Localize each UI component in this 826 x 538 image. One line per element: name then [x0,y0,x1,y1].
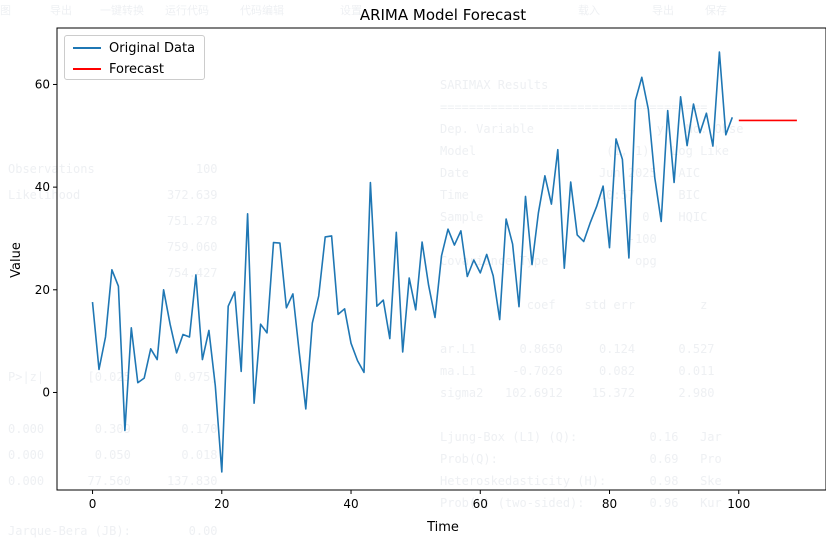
y-tick-label: 60 [35,77,50,91]
x-tick-label: 100 [727,497,750,511]
y-axis-ticks: 0 20 40 60 [35,77,57,399]
legend-swatch-original [73,47,101,49]
y-tick-label: 0 [42,385,50,399]
chart-title: ARIMA Model Forecast [360,6,526,24]
y-tick-label: 40 [35,180,50,194]
legend-label-forecast: Forecast [109,61,165,77]
y-tick-label: 20 [35,283,50,297]
y-axis-label: Value [9,242,24,278]
x-tick-label: 0 [89,497,97,511]
legend-item-original: Original Data [73,39,195,57]
x-tick-label: 80 [602,497,617,511]
x-tick-label: 40 [343,497,358,511]
x-tick-label: 20 [214,497,229,511]
x-axis-label: Time [426,520,459,535]
series-layer [91,51,797,473]
series-line-original-data [91,51,734,473]
x-axis-ticks: 0 20 40 60 80 100 [89,490,750,511]
x-tick-label: 60 [473,497,488,511]
legend-item-forecast: Forecast [73,60,164,78]
legend-label-original: Original Data [109,40,196,56]
chart-legend: Original Data Forecast [64,35,205,80]
plot-area [56,27,826,491]
legend-swatch-forecast [73,68,101,70]
